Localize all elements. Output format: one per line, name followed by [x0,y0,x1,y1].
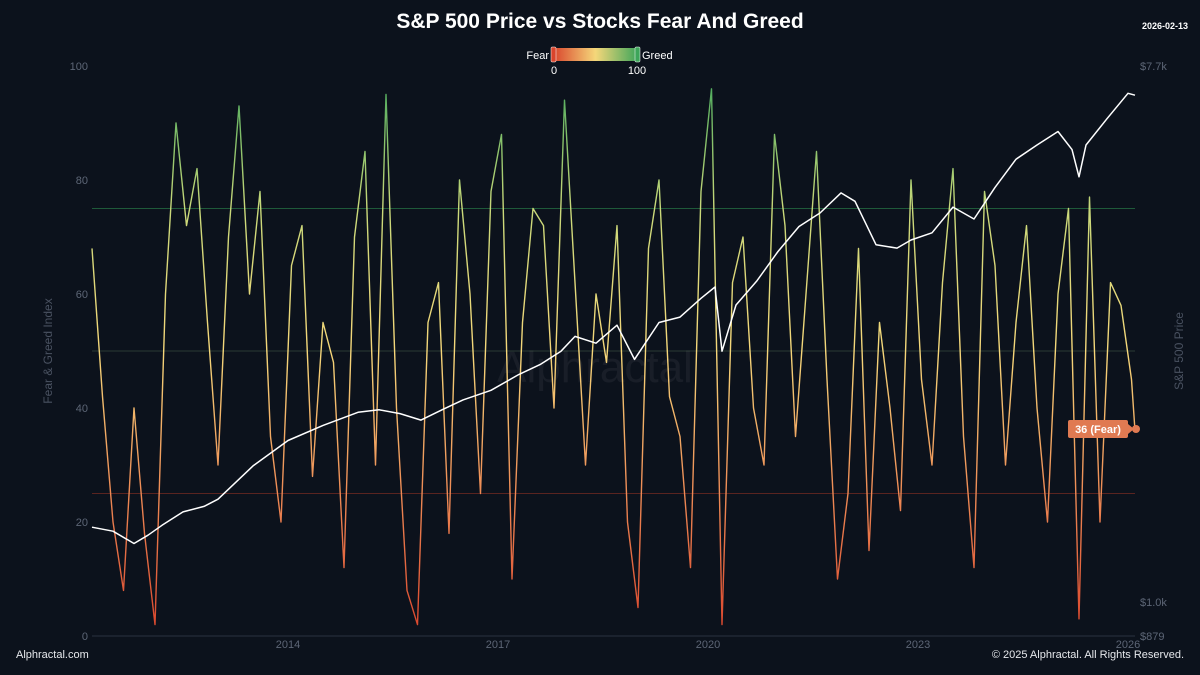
y-right-tick-label: $879 [1140,631,1164,643]
current-value-label: 36 (Fear) [1075,424,1121,436]
y-left-tick-label: 20 [76,517,88,529]
legend-fear-label: Fear [526,50,549,62]
chart-title: S&P 500 Price vs Stocks Fear And Greed [396,10,804,33]
y-left-tick-label: 100 [70,61,88,73]
fear-greed-series-line [91,88,1136,626]
y-left-tick-label: 40 [76,403,88,415]
x-tick-label: 2026 [1116,639,1140,651]
legend-gradient-bar [553,48,638,61]
y-left-tick-label: 0 [82,631,88,643]
footer-copyright: © 2025 Alphractal. All Rights Reserved. [991,649,1184,661]
y-left-tick-label: 60 [76,289,88,301]
legend: Fear Greed 0 100 [526,46,673,77]
y-axis-left: 0 20 40 60 80 100 [70,61,88,643]
y-left-axis-title: Fear & Greed Index [41,298,55,403]
y-axis-right: $879 $1.0k $7.7k [1140,61,1167,643]
legend-max-handle[interactable] [634,46,641,63]
y-right-axis-title: S&P 500 Price [1172,312,1186,390]
y-right-tick-label: $7.7k [1140,61,1167,73]
legend-greed-label: Greed [642,50,673,62]
current-value-badge[interactable]: 36 (Fear) [1068,420,1140,438]
footer-site-link[interactable]: Alphractal.com [16,649,89,661]
date-label: 2026-02-13 [1141,21,1188,31]
x-tick-label: 2020 [696,639,720,651]
x-tick-label: 2014 [276,639,300,651]
x-tick-label: 2023 [906,639,930,651]
legend-min-label: 0 [551,65,557,77]
x-tick-label: 2017 [486,639,510,651]
legend-max-label: 100 [628,65,646,77]
watermark: Alphractal [497,343,693,392]
y-right-tick-label: $1.0k [1140,597,1167,609]
x-axis: 2014 2017 2020 2023 2026 [92,635,1140,651]
current-value-badge-box [1068,420,1128,438]
current-value-marker [1132,425,1140,433]
y-left-tick-label: 80 [76,175,88,187]
sp500-price-series-line [91,92,1136,545]
current-value-badge-pointer [1128,424,1134,434]
reference-lines [92,208,1135,494]
legend-min-handle[interactable] [550,46,557,63]
